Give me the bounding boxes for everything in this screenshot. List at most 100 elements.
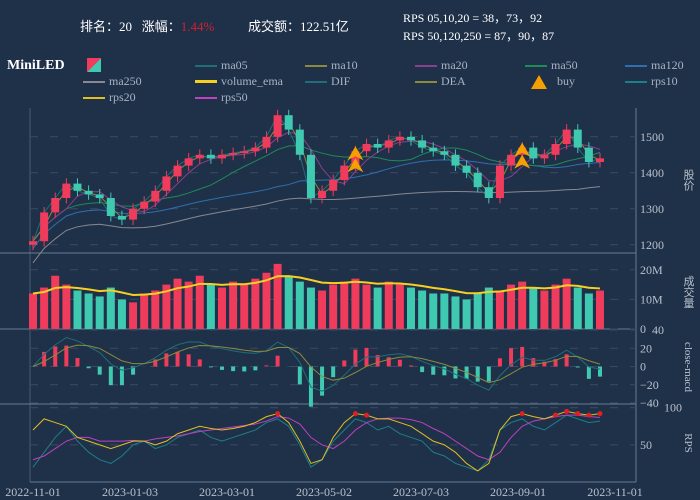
volume-bar bbox=[395, 284, 404, 329]
legend-label: ma20 bbox=[441, 58, 468, 72]
legend-item-rps20[interactable]: rps20 bbox=[83, 90, 136, 105]
macd-bar bbox=[553, 359, 558, 367]
candle bbox=[395, 136, 404, 141]
y-tick-label: 0 bbox=[640, 360, 646, 374]
legend-item-ma250[interactable]: ma250 bbox=[83, 74, 142, 89]
macd-bar bbox=[542, 361, 547, 367]
dea-line bbox=[32, 344, 601, 384]
volume-bar bbox=[329, 284, 338, 329]
legend-line-icon bbox=[305, 80, 327, 83]
candle bbox=[529, 147, 538, 159]
volume-bar bbox=[129, 302, 138, 329]
y-tick-label: 0 bbox=[640, 322, 646, 336]
legend-item-buy[interactable]: buy bbox=[525, 74, 575, 89]
candle bbox=[306, 154, 315, 198]
macd-bar bbox=[386, 357, 391, 367]
legend-item-rps50[interactable]: rps50 bbox=[195, 90, 248, 105]
legend-label: ma50 bbox=[551, 58, 578, 72]
macd-bar bbox=[53, 346, 58, 367]
macd-bar bbox=[275, 355, 280, 367]
volume-bar bbox=[162, 284, 171, 329]
candle bbox=[84, 190, 93, 195]
chart-name: MiniLED bbox=[7, 58, 65, 73]
legend-label: ma120 bbox=[651, 58, 684, 72]
candle bbox=[584, 147, 593, 162]
rps-high-marker bbox=[352, 411, 358, 417]
candle bbox=[140, 201, 149, 209]
legend-label: rps20 bbox=[109, 90, 136, 104]
legend-item-candle[interactable] bbox=[83, 58, 109, 72]
rps-high-marker bbox=[586, 412, 592, 418]
macd-bar bbox=[175, 351, 180, 367]
macd-bar bbox=[208, 366, 213, 368]
rps-high-marker bbox=[275, 411, 281, 417]
candle bbox=[440, 151, 449, 155]
candle bbox=[251, 147, 260, 152]
x-tick-label: 2023-09-01 bbox=[490, 485, 546, 499]
legend-line-icon bbox=[415, 80, 437, 83]
macd-bar bbox=[197, 359, 202, 367]
candle bbox=[195, 154, 204, 159]
volume-bar bbox=[106, 287, 115, 329]
rps-short: RPS 05,10,20 = 38，73，92 bbox=[403, 11, 543, 25]
volume-bar bbox=[273, 263, 282, 329]
volume-bar bbox=[206, 284, 215, 329]
volume-bar bbox=[551, 284, 560, 329]
buy-arrow-icon bbox=[514, 142, 531, 157]
volume-bar bbox=[484, 287, 493, 329]
volume-bar bbox=[540, 290, 549, 329]
candle bbox=[284, 115, 293, 130]
macd-bar bbox=[342, 360, 347, 367]
candle bbox=[507, 154, 516, 166]
volume-bar bbox=[173, 278, 182, 329]
candle bbox=[540, 154, 549, 159]
volume-bar bbox=[51, 275, 60, 329]
volume-bar bbox=[373, 287, 382, 329]
macd-bar bbox=[442, 366, 447, 376]
macd-bar bbox=[431, 366, 436, 375]
candle bbox=[340, 165, 349, 180]
rps50-line bbox=[32, 414, 601, 461]
legend-label: rps50 bbox=[221, 90, 248, 104]
candle bbox=[51, 198, 60, 213]
change-value: 1.44% bbox=[180, 19, 215, 34]
legend-item-DEA[interactable]: DEA bbox=[415, 74, 466, 89]
macd-bar bbox=[409, 365, 413, 367]
volume-bar bbox=[306, 287, 315, 329]
legend-item-DIF[interactable]: DIF bbox=[305, 74, 350, 89]
legend-line-icon bbox=[195, 64, 217, 67]
y-axis-label: close-macd bbox=[682, 342, 694, 393]
legend-item-rps10[interactable]: rps10 bbox=[625, 74, 678, 89]
volume-bar bbox=[407, 287, 415, 329]
legend-item-ma10[interactable]: ma10 bbox=[305, 58, 358, 73]
legend-line-icon bbox=[625, 64, 647, 67]
x-tick-label: 2023-03-01 bbox=[199, 485, 255, 499]
rank-label: 排名：20 bbox=[80, 19, 133, 34]
legend-item-ma120[interactable]: ma120 bbox=[625, 58, 684, 73]
y-tick-label: −20 bbox=[640, 378, 659, 392]
candle bbox=[184, 158, 193, 166]
legend-item-volume_ema[interactable]: volume_ema bbox=[195, 74, 283, 89]
candle bbox=[473, 172, 482, 188]
ma50-line bbox=[32, 145, 601, 242]
candle-legend-icon bbox=[87, 58, 101, 72]
volume-bar bbox=[117, 299, 126, 329]
legend-item-ma20[interactable]: ma20 bbox=[415, 58, 468, 73]
legend-item-ma05[interactable]: ma05 bbox=[195, 58, 248, 73]
volume-bar bbox=[518, 281, 527, 329]
legend-label: volume_ema bbox=[221, 74, 283, 88]
buy-arrow-icon bbox=[514, 154, 531, 169]
legend-item-ma50[interactable]: ma50 bbox=[525, 58, 578, 73]
macd-bar bbox=[131, 366, 136, 375]
macd-bar bbox=[575, 366, 580, 368]
macd-bar bbox=[598, 366, 602, 377]
volume-bar bbox=[195, 275, 204, 329]
rps-high-marker bbox=[564, 408, 570, 414]
volume-bar bbox=[218, 287, 226, 329]
candle bbox=[384, 140, 393, 148]
y-axis-label: RPS bbox=[682, 433, 694, 453]
macd-bar bbox=[253, 366, 258, 371]
volume-bar bbox=[584, 293, 593, 329]
volume-bar bbox=[262, 272, 271, 329]
candle bbox=[596, 158, 604, 162]
